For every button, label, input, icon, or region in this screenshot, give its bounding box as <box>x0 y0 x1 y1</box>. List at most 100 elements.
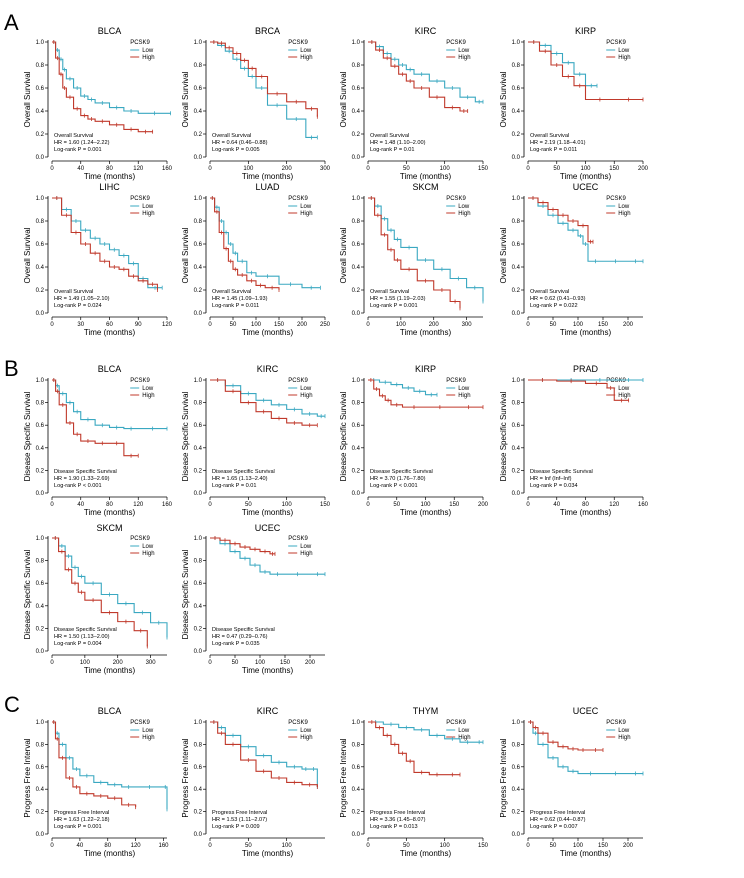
x-axis-label: Time (months) <box>84 328 136 337</box>
legend-title: PCSK9 <box>288 196 308 202</box>
legend-label-low: Low <box>300 48 312 54</box>
y-tick-label: 0.2 <box>512 132 521 138</box>
annotation-line-0: Disease Specific Survival <box>54 627 117 633</box>
panel-title: BLCA <box>98 364 122 374</box>
y-tick-label: 0.2 <box>36 132 45 138</box>
legend-label-low: Low <box>142 544 154 550</box>
y-tick-label: 0.8 <box>36 559 45 565</box>
km-curve-high <box>210 197 280 290</box>
y-tick-label: 0.4 <box>194 265 203 271</box>
section-letter-A: A <box>4 10 19 35</box>
x-tick-label: 50 <box>550 843 557 849</box>
y-tick-label: 0.8 <box>194 401 203 407</box>
y-tick-label: 0.4 <box>36 604 45 610</box>
km-panel-brca-1: BRCA 0.0 0.2 0.4 0.6 0.8 1.0 0 100 200 300 Time (mo… <box>181 26 331 181</box>
km-curve-high <box>528 41 643 101</box>
legend-title: PCSK9 <box>130 378 150 384</box>
panel-title: LUAD <box>255 182 280 192</box>
y-tick-label: 0.4 <box>36 265 45 271</box>
legend-title: PCSK9 <box>288 536 308 542</box>
annotation-line-1: HR = 0.62 (0.41–0.93) <box>530 296 586 302</box>
x-tick-label: 150 <box>598 843 609 849</box>
x-tick-label: 50 <box>245 843 252 849</box>
y-axis-label: Disease Specific Survival <box>499 391 508 481</box>
y-axis-label: Disease Specific Survival <box>181 549 190 639</box>
y-tick-label: 0.4 <box>194 604 203 610</box>
km-panel-luad-5: LUAD 0.0 0.2 0.4 0.6 0.8 1.0 0 50 100 150 200 250 Tim… <box>181 182 331 337</box>
legend-label-low: Low <box>618 386 630 392</box>
x-tick-label: 40 <box>77 502 84 508</box>
y-tick-label: 1.0 <box>352 720 361 726</box>
legend-label-high: High <box>142 735 154 741</box>
section-letter-C: C <box>4 692 20 717</box>
x-tick-label: 160 <box>162 166 173 172</box>
panel-title: PRAD <box>573 364 599 374</box>
x-tick-label: 50 <box>245 502 252 508</box>
legend-label-high: High <box>618 393 630 399</box>
legend-label-low: Low <box>142 48 154 54</box>
x-tick-label: 200 <box>113 660 124 666</box>
y-tick-label: 1.0 <box>512 40 521 46</box>
x-tick-label: 100 <box>573 322 584 328</box>
y-tick-label: 0.8 <box>512 63 521 69</box>
y-tick-label: 0.0 <box>36 491 45 497</box>
panel-title: KIRC <box>257 364 279 374</box>
x-axis-label: Time (months) <box>400 508 452 517</box>
annotation-line-2: Log-rank P = 0.034 <box>530 483 578 489</box>
y-tick-label: 0.0 <box>36 155 45 161</box>
x-tick-label: 50 <box>230 322 237 328</box>
legend-title: PCSK9 <box>446 378 466 384</box>
x-tick-label: 80 <box>106 166 113 172</box>
x-tick-label: 150 <box>280 660 291 666</box>
x-tick-label: 40 <box>77 166 84 172</box>
legend-label-low: Low <box>458 728 470 734</box>
x-axis-label: Time (months) <box>560 849 612 858</box>
y-tick-label: 0.0 <box>512 311 521 317</box>
y-tick-label: 0.4 <box>36 446 45 452</box>
km-curve-high <box>528 721 603 751</box>
y-tick-label: 0.4 <box>352 265 361 271</box>
legend-label-high: High <box>142 551 154 557</box>
legend-title: PCSK9 <box>606 196 626 202</box>
y-axis-label: Progress Free Interval <box>499 738 508 817</box>
legend-label-high: High <box>458 55 470 61</box>
legend-title: PCSK9 <box>130 196 150 202</box>
y-tick-label: 0.4 <box>352 109 361 115</box>
x-tick-label: 0 <box>366 502 370 508</box>
y-tick-label: 0.8 <box>352 401 361 407</box>
panel-title: UCEC <box>255 523 281 533</box>
x-tick-label: 100 <box>440 843 451 849</box>
y-tick-label: 0.6 <box>512 765 521 771</box>
x-tick-label: 0 <box>526 166 530 172</box>
x-axis-label: Time (months) <box>84 508 136 517</box>
y-tick-label: 0.2 <box>512 288 521 294</box>
annotation-line-0: Disease Specific Survival <box>370 469 433 475</box>
legend-label-high: High <box>300 393 312 399</box>
annotation-line-1: HR = 1.53 (1.11–2.07) <box>212 817 267 823</box>
y-tick-label: 1.0 <box>36 40 45 46</box>
x-tick-label: 200 <box>623 843 634 849</box>
x-tick-label: 200 <box>305 660 316 666</box>
y-axis-label: Disease Specific Survival <box>181 391 190 481</box>
x-tick-label: 100 <box>80 660 91 666</box>
y-tick-label: 0.6 <box>352 242 361 248</box>
x-tick-label: 0 <box>50 502 54 508</box>
annotation-line-0: Overall Survival <box>54 133 93 139</box>
panel-title: UCEC <box>573 706 599 716</box>
y-tick-label: 1.0 <box>36 720 45 726</box>
y-tick-label: 0.8 <box>512 401 521 407</box>
y-tick-label: 0.4 <box>512 446 521 452</box>
annotation-line-2: Log-rank P = 0.024 <box>54 303 102 309</box>
annotation-line-0: Progress Free Interval <box>530 810 585 816</box>
y-tick-label: 0.0 <box>194 155 203 161</box>
x-tick-label: 0 <box>50 322 54 328</box>
x-tick-label: 300 <box>146 660 157 666</box>
annotation-line-0: Overall Survival <box>212 289 251 295</box>
y-tick-label: 1.0 <box>352 378 361 384</box>
panel-title: BRCA <box>255 26 280 36</box>
x-tick-label: 60 <box>106 322 113 328</box>
y-axis-label: Overall Survival <box>181 227 190 283</box>
y-axis-label: Disease Specific Survival <box>23 391 32 481</box>
y-tick-label: 0.2 <box>512 810 521 816</box>
